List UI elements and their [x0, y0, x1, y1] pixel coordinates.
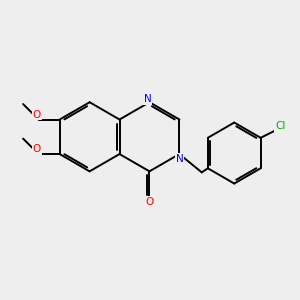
- Text: N: N: [176, 154, 183, 164]
- Text: O: O: [145, 197, 154, 207]
- Text: N: N: [144, 94, 152, 104]
- Text: O: O: [33, 144, 41, 154]
- Text: Cl: Cl: [275, 122, 285, 131]
- Text: O: O: [33, 110, 41, 120]
